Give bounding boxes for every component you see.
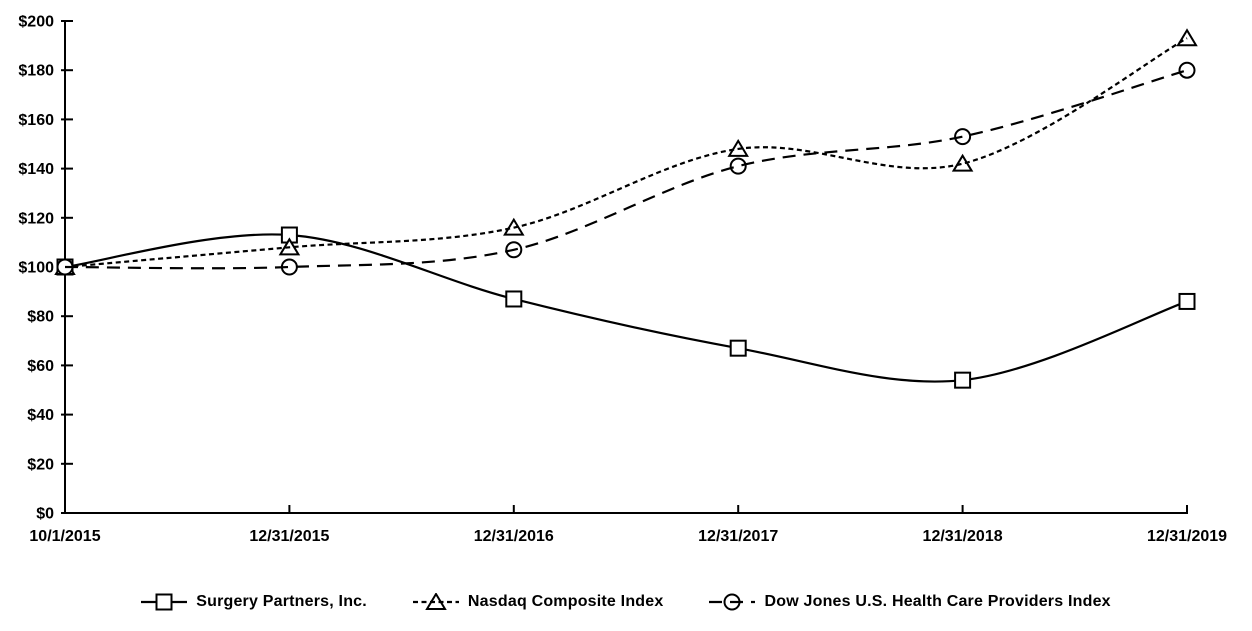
square-marker-icon [505, 290, 523, 308]
square-marker-icon [1178, 292, 1196, 310]
y-tick-label: $120 [18, 210, 54, 227]
legend-triangle-marker-icon [412, 593, 459, 610]
series-line-0 [64, 233, 1188, 383]
legend-item-nasdaq-composite: Nasdaq Composite Index [412, 593, 664, 611]
square-marker-icon-legend [155, 593, 173, 611]
series-0 [56, 226, 1196, 389]
y-tick-label: $200 [18, 14, 54, 31]
x-tick-label: 10/1/2015 [29, 528, 100, 545]
y-tick-label: $60 [27, 358, 54, 375]
legend-label-dow-jones-health-care: Dow Jones U.S. Health Care Providers Ind… [764, 593, 1111, 610]
y-tick-label: $160 [18, 112, 54, 129]
circle-marker-icon [1178, 61, 1196, 79]
legend-square-marker-icon [141, 593, 188, 611]
legend-item-surgery-partners: Surgery Partners, Inc. [141, 593, 367, 611]
chart-legend: Surgery Partners, Inc. Nasdaq Composite … [0, 593, 1252, 611]
series-line-2 [64, 69, 1188, 270]
y-tick-label: $100 [18, 260, 54, 277]
y-tick-label: $140 [18, 161, 54, 178]
chart-plot-area: $0 $20 $40 $60 $80 $100 $120 $140 $160 $180 $200 10… [18, 14, 1227, 546]
legend-item-dow-jones-health-care: Dow Jones U.S. Health Care Providers Ind… [709, 593, 1111, 611]
y-tick-label: $180 [18, 63, 54, 80]
y-tick-label: $80 [27, 309, 54, 326]
circle-marker-icon [729, 157, 747, 175]
y-tick-label: $40 [27, 407, 54, 424]
legend-label-surgery-partners: Surgery Partners, Inc. [196, 593, 367, 610]
series-line-1 [64, 37, 1188, 269]
y-tick-label: $20 [27, 456, 54, 473]
circle-marker-icon [954, 128, 972, 146]
x-tick-label: 12/31/2019 [1147, 528, 1227, 545]
x-tick-label: 12/31/2018 [923, 528, 1003, 545]
triangle-marker-icon [951, 153, 974, 172]
x-tick-label: 12/31/2017 [698, 528, 778, 545]
square-marker-icon [729, 339, 747, 357]
legend-label-nasdaq-composite: Nasdaq Composite Index [467, 593, 664, 610]
x-tick-label: 12/31/2015 [249, 528, 329, 545]
legend-circle-marker-icon [709, 593, 756, 611]
x-tick-label: 12/31/2016 [474, 528, 554, 545]
y-tick-label: $0 [36, 506, 54, 523]
square-marker-icon [954, 371, 972, 389]
series-2 [56, 61, 1196, 276]
